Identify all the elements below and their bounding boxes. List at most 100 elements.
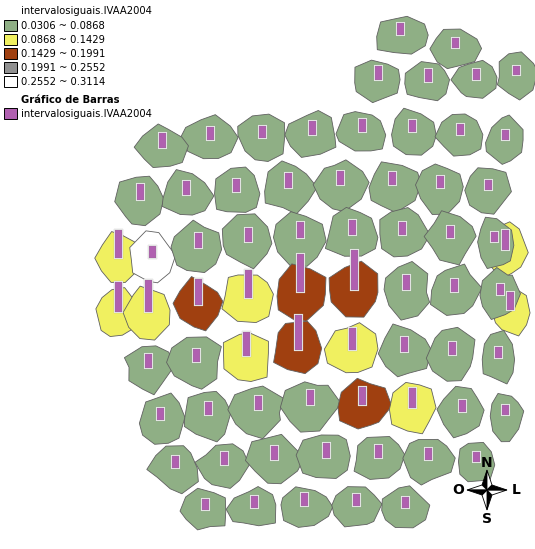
Polygon shape: [480, 222, 528, 279]
Polygon shape: [226, 486, 276, 526]
Bar: [458, 400, 465, 412]
Bar: [409, 388, 416, 408]
Bar: [435, 175, 445, 189]
Bar: [295, 253, 304, 293]
Bar: [143, 279, 152, 313]
Polygon shape: [435, 114, 483, 156]
Bar: [114, 230, 121, 258]
Bar: [485, 180, 492, 190]
Bar: [424, 69, 432, 82]
Bar: [424, 448, 432, 460]
Bar: [501, 229, 509, 251]
Polygon shape: [354, 436, 405, 479]
Polygon shape: [424, 211, 476, 265]
Polygon shape: [125, 346, 175, 395]
Bar: [309, 121, 316, 135]
Bar: [148, 245, 157, 259]
Bar: [351, 493, 361, 507]
Polygon shape: [487, 490, 492, 510]
Polygon shape: [430, 29, 482, 69]
Polygon shape: [129, 231, 175, 283]
Bar: [484, 179, 493, 191]
Bar: [308, 120, 317, 136]
Bar: [4, 48, 17, 59]
Polygon shape: [487, 485, 507, 490]
Bar: [258, 126, 265, 138]
Bar: [194, 232, 203, 249]
Text: S: S: [482, 512, 492, 526]
Polygon shape: [403, 439, 455, 485]
Bar: [350, 250, 357, 290]
Polygon shape: [480, 267, 521, 320]
Bar: [294, 315, 302, 350]
Polygon shape: [490, 394, 524, 442]
Text: intervalosiguais.IVAA2004: intervalosiguais.IVAA2004: [21, 6, 152, 16]
Bar: [203, 401, 212, 416]
Text: 0.2552 ~ 0.3114: 0.2552 ~ 0.3114: [21, 77, 105, 87]
Bar: [501, 129, 509, 141]
Polygon shape: [498, 52, 535, 100]
Polygon shape: [467, 485, 487, 490]
Text: 0.0868 ~ 0.1429: 0.0868 ~ 0.1429: [21, 35, 105, 45]
Text: intervalosiguais.IVAA2004: intervalosiguais.IVAA2004: [21, 109, 152, 119]
Polygon shape: [384, 261, 430, 320]
Polygon shape: [491, 284, 530, 336]
Polygon shape: [426, 327, 475, 381]
Bar: [149, 246, 156, 258]
Polygon shape: [451, 60, 497, 98]
Polygon shape: [162, 170, 214, 215]
Polygon shape: [246, 434, 304, 484]
Bar: [501, 230, 508, 250]
Bar: [399, 222, 406, 235]
Bar: [373, 444, 383, 459]
Bar: [257, 125, 266, 139]
Polygon shape: [336, 111, 386, 151]
Bar: [452, 38, 458, 48]
Polygon shape: [223, 333, 269, 382]
Polygon shape: [180, 488, 226, 530]
Bar: [254, 395, 263, 411]
Bar: [409, 120, 416, 132]
Bar: [457, 399, 467, 413]
Bar: [349, 249, 358, 291]
Bar: [335, 170, 345, 186]
Bar: [402, 275, 409, 290]
Bar: [493, 346, 502, 359]
Bar: [181, 180, 190, 196]
Bar: [511, 65, 521, 76]
Text: O: O: [452, 483, 464, 497]
Bar: [506, 291, 515, 311]
Bar: [182, 181, 189, 195]
Polygon shape: [173, 277, 223, 331]
Polygon shape: [123, 286, 170, 340]
Bar: [501, 405, 508, 415]
Bar: [233, 179, 240, 192]
Polygon shape: [482, 330, 515, 384]
Polygon shape: [265, 161, 317, 214]
Polygon shape: [181, 115, 238, 159]
Bar: [323, 443, 330, 458]
Bar: [348, 327, 356, 351]
Bar: [449, 278, 458, 293]
Bar: [156, 407, 164, 421]
Bar: [201, 498, 210, 511]
Bar: [401, 496, 409, 509]
Polygon shape: [465, 168, 511, 214]
Polygon shape: [147, 446, 198, 494]
Text: Gráfico de Barras: Gráfico de Barras: [21, 95, 119, 105]
Bar: [195, 279, 202, 305]
Bar: [513, 66, 519, 75]
Bar: [301, 493, 308, 506]
Bar: [243, 227, 253, 243]
Polygon shape: [228, 386, 284, 439]
Bar: [490, 231, 499, 243]
Polygon shape: [416, 164, 463, 215]
Bar: [401, 337, 408, 352]
Polygon shape: [215, 167, 260, 212]
Polygon shape: [273, 321, 322, 374]
Polygon shape: [487, 490, 507, 495]
Polygon shape: [296, 435, 350, 479]
Bar: [348, 220, 355, 235]
Bar: [494, 347, 501, 358]
Bar: [447, 226, 454, 238]
